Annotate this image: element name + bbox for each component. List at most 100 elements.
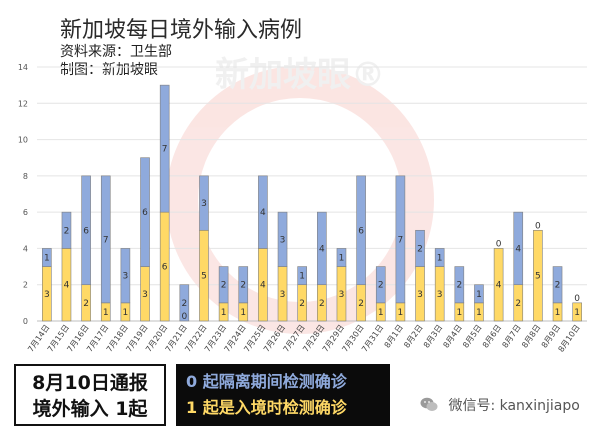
bar-group: 42 — [61, 211, 72, 322]
bar-group: 26 — [356, 175, 366, 322]
y-tick-label: 10 — [18, 136, 28, 145]
data-label: 1 — [398, 308, 404, 318]
report-summary-box: 8月10日通报 境外输入 1起 — [14, 364, 166, 426]
data-label: 0 — [496, 239, 502, 249]
report-date: 8月10日通报 — [32, 372, 148, 394]
bar-group: 12 — [218, 266, 229, 322]
bar-group: 31 — [336, 248, 347, 322]
data-label: 3 — [123, 272, 129, 282]
data-label: 1 — [476, 308, 482, 318]
legend-quarantine: 0 起隔离期间检测确诊 — [186, 372, 347, 391]
bar-quarantine — [258, 175, 268, 249]
chart-title: 新加坡每日境外输入病例 — [60, 18, 303, 43]
data-label: 0 — [181, 312, 187, 322]
bar-entry — [572, 302, 582, 322]
data-label: 1 — [574, 308, 580, 318]
bar-quarantine — [218, 266, 229, 304]
y-tick-label: 6 — [23, 208, 28, 217]
bar-quarantine — [100, 175, 111, 304]
data-label: 1 — [437, 254, 443, 264]
data-label: 6 — [162, 263, 168, 273]
bar-group: 12 — [552, 266, 563, 322]
bar-group: 24 — [513, 211, 524, 322]
data-label: 4 — [319, 244, 325, 254]
data-label: 4 — [515, 244, 521, 254]
bar-group: 12 — [375, 266, 386, 322]
bar-quarantine — [356, 175, 366, 286]
data-label: 7 — [103, 235, 109, 245]
data-label: 0 — [535, 221, 541, 231]
bar-quarantine — [375, 266, 386, 304]
bar-group: 26 — [81, 175, 91, 322]
data-label: 7 — [162, 145, 168, 155]
y-tick-label: 8 — [23, 172, 28, 181]
bar-group: 67 — [159, 84, 170, 322]
bar-quarantine — [120, 248, 131, 304]
data-label: 3 — [280, 235, 286, 245]
data-source: 资料来源：卫生部 — [60, 44, 172, 60]
wechat-account: 微信号: kanxinjiapo — [420, 395, 580, 416]
data-label: 2 — [221, 281, 227, 291]
bar-group: 24 — [317, 211, 327, 322]
bar-group: 13 — [120, 248, 131, 322]
bar-group: 12 — [454, 266, 465, 322]
data-label: 1 — [44, 254, 50, 264]
bar-group: 17 — [395, 175, 406, 322]
data-label: 2 — [299, 299, 305, 309]
x-tick-label: 8月3日 — [422, 323, 444, 350]
bar-quarantine — [199, 175, 209, 231]
data-label: 1 — [103, 308, 109, 318]
wechat-icon — [420, 397, 438, 416]
legend-box: 0 起隔离期间检测确诊 1 起是入境时检测确诊 — [176, 364, 390, 426]
bar-quarantine — [61, 211, 72, 249]
watermark-text: 新加坡眼® — [215, 55, 385, 95]
bar-quarantine — [552, 266, 563, 304]
data-label: 1 — [476, 290, 482, 300]
bar-quarantine — [159, 84, 170, 213]
bar-group: 11 — [474, 284, 484, 322]
bar-quarantine — [140, 157, 150, 267]
bar-group: 02 — [179, 284, 190, 322]
data-label: 6 — [83, 226, 89, 236]
data-label: 3 — [280, 290, 286, 300]
y-tick-label: 12 — [18, 99, 28, 108]
bar-quarantine — [42, 248, 52, 267]
data-label: 4 — [64, 281, 70, 291]
bar-group: 12 — [238, 266, 249, 322]
bar-group: 50 — [533, 221, 543, 322]
bar-quarantine — [454, 266, 465, 304]
data-label: 2 — [319, 299, 325, 309]
data-label: 1 — [378, 308, 384, 318]
data-label: 7 — [398, 235, 404, 245]
bar-quarantine — [336, 248, 347, 267]
y-tick-label: 0 — [23, 317, 28, 326]
data-label: 1 — [123, 308, 129, 318]
data-label: 4 — [260, 281, 266, 291]
data-label: 6 — [358, 226, 364, 236]
data-label: 0 — [574, 294, 580, 304]
data-label: 2 — [83, 299, 89, 309]
y-tick-label: 4 — [23, 244, 28, 253]
bar-group: 44 — [258, 175, 268, 322]
data-label: 1 — [299, 272, 305, 282]
x-tick-label: 8月5日 — [461, 323, 483, 350]
bar-quarantine — [238, 266, 249, 304]
data-label: 5 — [201, 272, 207, 282]
data-label: 1 — [555, 308, 561, 318]
data-label: 2 — [240, 281, 246, 291]
report-imported-count: 境外输入 1起 — [32, 398, 148, 420]
chart-maker: 制图：新加坡眼 — [60, 62, 158, 78]
data-label: 4 — [260, 208, 266, 218]
bar-quarantine — [317, 211, 327, 286]
bar-entry — [533, 229, 543, 322]
data-label: 4 — [496, 281, 502, 291]
x-tick-label: 8月2日 — [402, 323, 424, 350]
bar-quarantine — [297, 266, 307, 286]
data-label: 6 — [142, 208, 148, 218]
bar-entry — [493, 248, 504, 322]
bar-quarantine — [179, 284, 190, 322]
x-tick-label: 8月7日 — [500, 323, 522, 350]
data-label: 1 — [221, 308, 227, 318]
legend-entry: 1 起是入境时检测确诊 — [186, 398, 347, 417]
data-label: 3 — [437, 290, 443, 300]
